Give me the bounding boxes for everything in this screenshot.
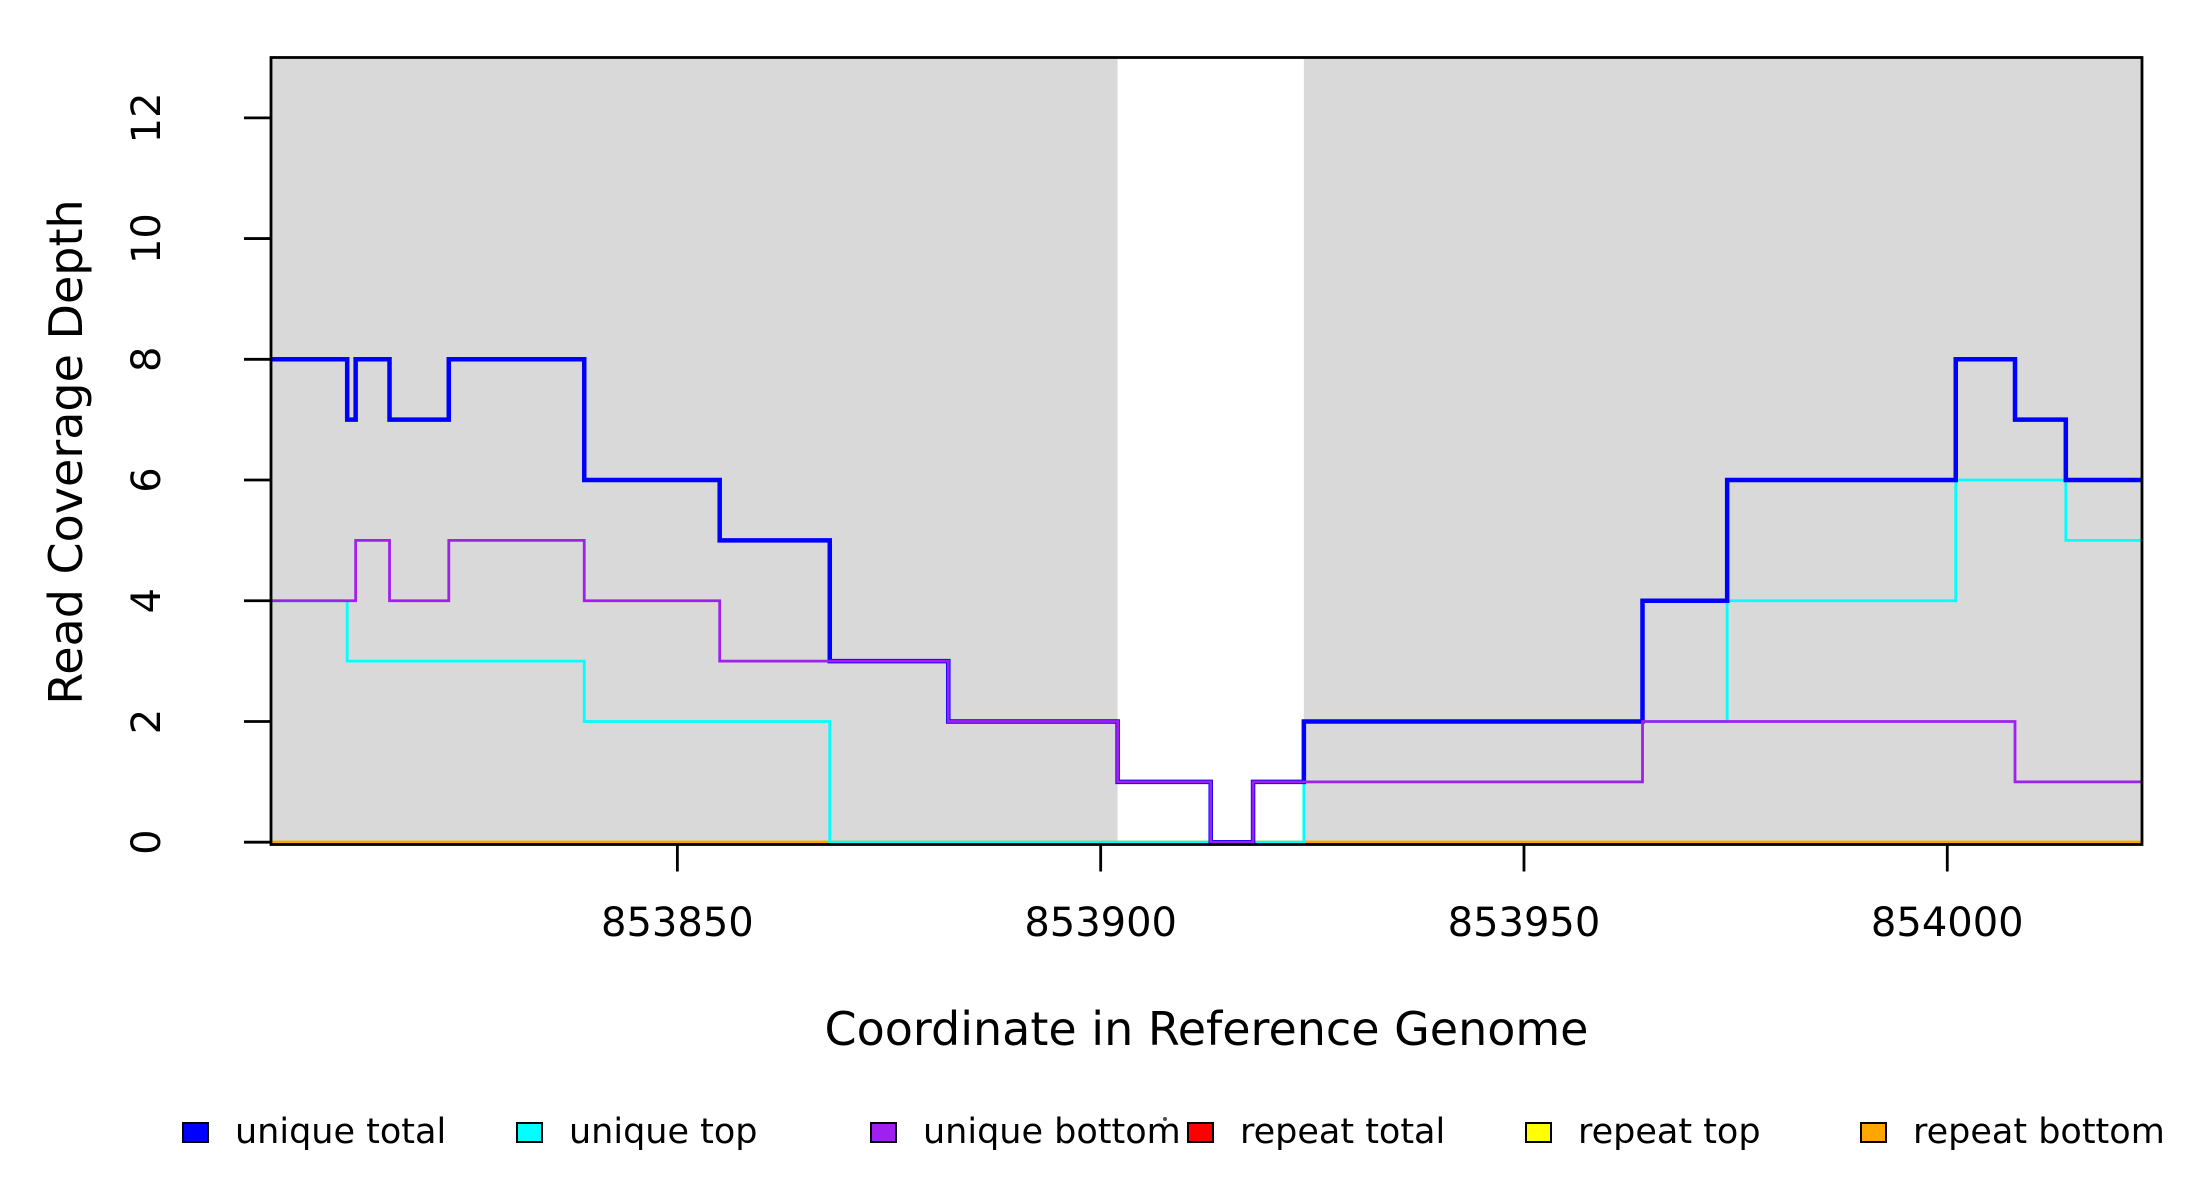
legend-swatch-unique-top xyxy=(516,1122,543,1143)
legend-item-repeat-total: repeat total xyxy=(1187,1112,1446,1152)
y-tick-label: 2 xyxy=(124,709,170,734)
y-axis-title: Read Coverage Depth xyxy=(39,199,93,705)
legend-swatch-repeat-top xyxy=(1525,1122,1552,1143)
legend-item-unique-total: unique total xyxy=(182,1112,447,1152)
legend-item-unique-top: unique top xyxy=(516,1112,758,1152)
x-tick-label: 853900 xyxy=(1024,900,1177,946)
y-tick-label: 6 xyxy=(124,467,170,492)
series-unique-bottom xyxy=(271,538,2142,844)
x-tick-label: 853950 xyxy=(1448,900,1601,946)
x-axis-title: Coordinate in Reference Genome xyxy=(824,1002,1589,1056)
y-tick-label: 10 xyxy=(124,213,170,264)
x-tick-label: 853850 xyxy=(601,900,754,946)
legend-label-repeat-total: repeat total xyxy=(1240,1112,1446,1152)
plot-box xyxy=(269,56,2144,846)
y-tick-label: 12 xyxy=(124,92,170,143)
shaded-region-1 xyxy=(1303,58,2142,844)
legend-swatch-repeat-total xyxy=(1187,1122,1214,1143)
legend-swatch-unique-bottom xyxy=(870,1122,897,1143)
legend-label-unique-total: unique total xyxy=(235,1112,447,1152)
x-tick-label: 854000 xyxy=(1871,900,2024,946)
legend-label-repeat-bottom: repeat bottom xyxy=(1913,1112,2165,1152)
legend-swatch-repeat-bottom xyxy=(1860,1122,1887,1143)
legend-item-repeat-top: repeat top xyxy=(1525,1112,1761,1152)
legend-item-repeat-bottom: repeat bottom xyxy=(1860,1112,2165,1152)
y-tick-label: 8 xyxy=(124,347,170,372)
y-tick-label: 4 xyxy=(124,588,170,613)
legend-label-unique-bottom: unique bottom xyxy=(923,1112,1181,1152)
legend-label-unique-top: unique top xyxy=(569,1112,758,1152)
stray-point-mark xyxy=(1163,1117,1167,1121)
y-tick-label: 0 xyxy=(124,829,170,854)
shaded-region-0 xyxy=(271,58,1118,844)
legend-label-repeat-top: repeat top xyxy=(1578,1112,1761,1152)
legend-item-unique-bottom: unique bottom xyxy=(870,1112,1181,1152)
legend-swatch-unique-total xyxy=(182,1122,209,1143)
